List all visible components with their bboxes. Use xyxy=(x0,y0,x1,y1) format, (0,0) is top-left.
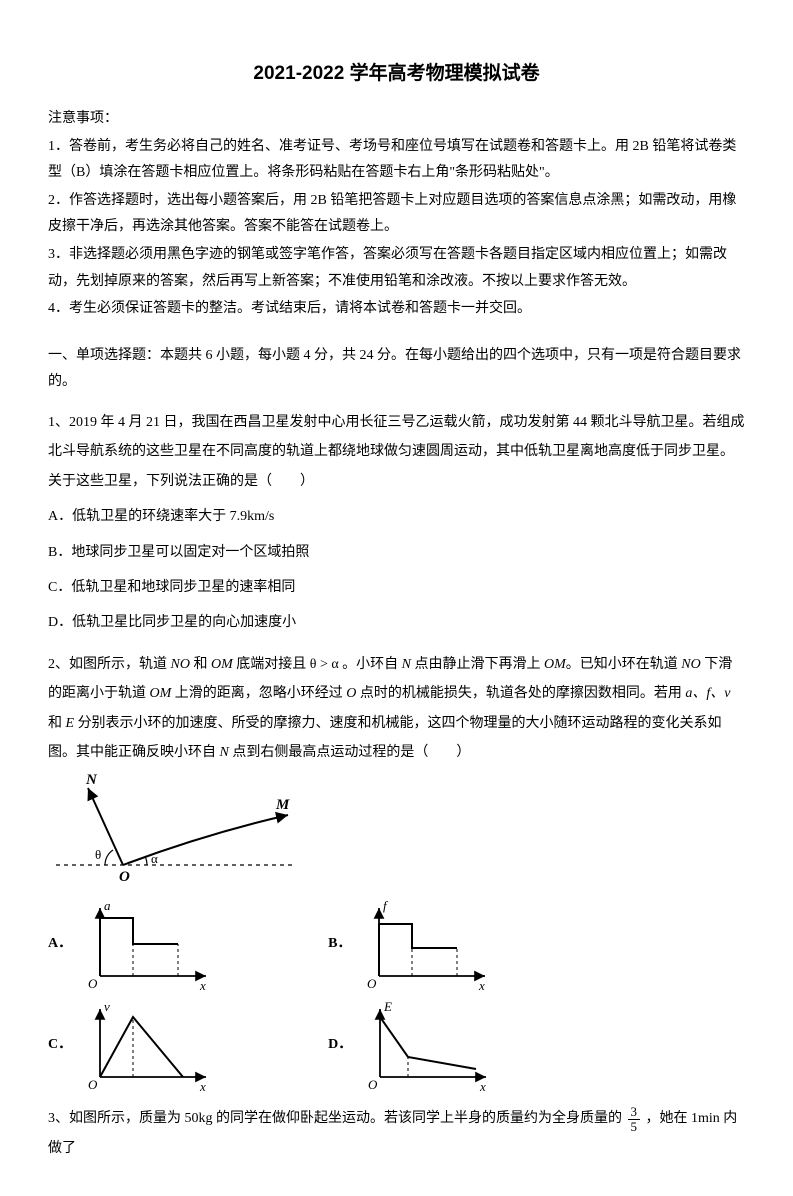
text: NO xyxy=(681,657,700,672)
svg-text:x: x xyxy=(199,978,206,991)
instruction-item: 3．非选择题必须用黑色字迹的钢笔或签字笔作答，答案必须写在答题卡各题目指定区域内… xyxy=(48,242,745,295)
svg-text:E: E xyxy=(383,999,392,1014)
text: OM xyxy=(150,686,172,701)
q1-option-a: A．低轨卫星的环绕速率大于 7.9km/s xyxy=(48,502,745,531)
text: a、f、v xyxy=(685,686,730,701)
q2-chart-d: O Ex xyxy=(358,997,498,1092)
svg-text:v: v xyxy=(104,999,110,1014)
page-title: 2021-2022 学年高考物理模拟试卷 xyxy=(48,56,745,92)
svg-text:O: O xyxy=(119,869,130,885)
q2-diagram-main: N M Oθ α xyxy=(48,770,298,890)
fraction-numerator: 3 xyxy=(628,1105,641,1120)
text: OM xyxy=(544,657,566,672)
question-3: 3、如图所示，质量为 50kg 的同学在做仰卧起坐运动。若该同学上半身的质量约为… xyxy=(48,1104,745,1163)
q2-option-b-label: B． xyxy=(328,929,351,958)
q2-option-d-label: D． xyxy=(328,1030,352,1059)
text: 点由静止滑下再滑上 xyxy=(411,657,544,672)
section-1: 一、单项选择题：本题共 6 小题，每小题 4 分，共 24 分。在每小题给出的四… xyxy=(48,343,745,1163)
svg-text:f: f xyxy=(383,898,389,913)
q2-chart-b: Of x xyxy=(357,896,497,991)
text: N xyxy=(220,745,229,760)
text: 和 xyxy=(190,657,211,672)
q1-stem: 1、2019 年 4 月 21 日，我国在西昌卫星发射中心用长征三号乙运载火箭，… xyxy=(48,408,745,496)
text: 和 xyxy=(48,716,66,731)
svg-text:N: N xyxy=(85,772,98,788)
q2-stem: 2、如图所示，轨道 NO 和 OM 底端对接且 θ > α 。小环自 N 点由静… xyxy=(48,650,745,768)
instructions-heading: 注意事项： xyxy=(48,106,745,133)
svg-text:θ: θ xyxy=(95,847,101,862)
text: 底端对接且 θ > α 。小环自 xyxy=(233,657,402,672)
svg-text:x: x xyxy=(199,1079,206,1092)
text: 2、如图所示，轨道 xyxy=(48,657,171,672)
q3-stem: 3、如图所示，质量为 50kg 的同学在做仰卧起坐运动。若该同学上半身的质量约为… xyxy=(48,1104,745,1163)
text: N xyxy=(402,657,411,672)
svg-text:M: M xyxy=(275,797,290,813)
section-heading: 一、单项选择题：本题共 6 小题，每小题 4 分，共 24 分。在每小题给出的四… xyxy=(48,343,745,396)
svg-text:x: x xyxy=(478,978,485,991)
text: E xyxy=(66,716,75,731)
question-1: 1、2019 年 4 月 21 日，我国在西昌卫星发射中心用长征三号乙运载火箭，… xyxy=(48,408,745,638)
svg-text:O: O xyxy=(368,1077,378,1092)
svg-text:a: a xyxy=(104,898,111,913)
text: 。已知小环在轨道 xyxy=(566,657,682,672)
text: 上滑的距离，忽略小环经过 xyxy=(171,686,346,701)
q2-chart-a: Oa x xyxy=(78,896,218,991)
text: OM xyxy=(211,657,233,672)
q2-chart-c: Ov x xyxy=(78,997,218,1092)
svg-text:O: O xyxy=(88,1077,98,1092)
text: O xyxy=(346,686,356,701)
q1-option-c: C．低轨卫星和地球同步卫星的速率相同 xyxy=(48,573,745,602)
instruction-item: 4．考生必须保证答题卡的整洁。考试结束后，请将本试卷和答题卡一并交回。 xyxy=(48,296,745,323)
fraction: 35 xyxy=(628,1105,641,1133)
question-2: 2、如图所示，轨道 NO 和 OM 底端对接且 θ > α 。小环自 N 点由静… xyxy=(48,650,745,1093)
svg-text:x: x xyxy=(479,1079,486,1092)
q2-option-c-label: C． xyxy=(48,1030,72,1059)
text: 3、如图所示，质量为 50kg 的同学在做仰卧起坐运动。若该同学上半身的质量约为… xyxy=(48,1111,626,1126)
instruction-item: 1．答卷前，考生务必将自己的姓名、准考证号、考场号和座位号填写在试题卷和答题卡上… xyxy=(48,134,745,187)
svg-text:O: O xyxy=(88,976,98,991)
instructions-block: 注意事项： 1．答卷前，考生务必将自己的姓名、准考证号、考场号和座位号填写在试题… xyxy=(48,106,745,323)
svg-text:O: O xyxy=(367,976,377,991)
text: 点到右侧最高点运动过程的是（ ） xyxy=(229,745,471,760)
svg-text:α: α xyxy=(151,851,158,866)
q2-option-a-label: A． xyxy=(48,929,72,958)
q1-option-b: B．地球同步卫星可以固定对一个区域拍照 xyxy=(48,538,745,567)
q1-option-d: D．低轨卫星比同步卫星的向心加速度小 xyxy=(48,608,745,637)
text: 点时的机械能损失，轨道各处的摩擦因数相同。若用 xyxy=(356,686,685,701)
instruction-item: 2．作答选择题时，选出每小题答案后，用 2B 铅笔把答题卡上对应题目选项的答案信… xyxy=(48,188,745,241)
text: NO xyxy=(171,657,190,672)
